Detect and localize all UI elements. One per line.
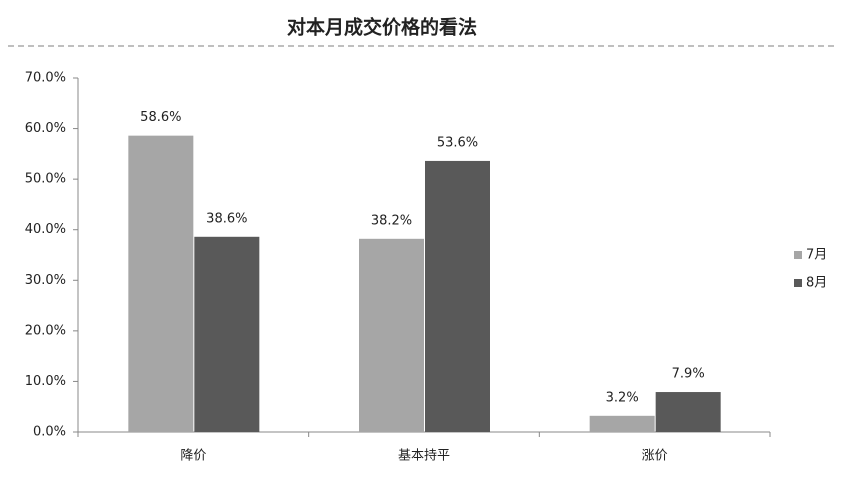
y-tick-label: 10.0% [25,374,66,389]
bar [655,392,721,432]
y-tick-label: 60.0% [25,121,66,136]
legend-swatch [794,279,802,287]
y-tick-label: 50.0% [25,172,66,187]
y-tick-label: 70.0% [25,71,66,86]
value-label: 58.6% [140,110,181,125]
value-label: 38.6% [206,211,247,226]
bar [194,236,260,432]
y-tick-label: 20.0% [25,323,66,338]
bar [359,238,424,432]
x-tick-label: 涨价 [642,449,668,464]
chart-title: 对本月成交价格的看法 [287,16,477,39]
y-tick-label: 0.0% [33,425,66,440]
value-label: 38.2% [371,213,412,228]
y-tick-label: 40.0% [25,222,66,237]
y-tick-label: 30.0% [25,273,66,288]
bar [589,415,655,432]
value-label: 7.9% [672,367,705,382]
bar [425,160,490,433]
legend-label: 8月 [806,276,827,291]
x-tick-label: 降价 [180,449,206,464]
legend-label: 7月 [806,248,827,263]
x-tick-label: 基本持平 [398,449,450,464]
bar [128,135,194,432]
value-label: 53.6% [437,135,478,150]
value-label: 3.2% [606,390,639,405]
legend-swatch [794,251,802,259]
